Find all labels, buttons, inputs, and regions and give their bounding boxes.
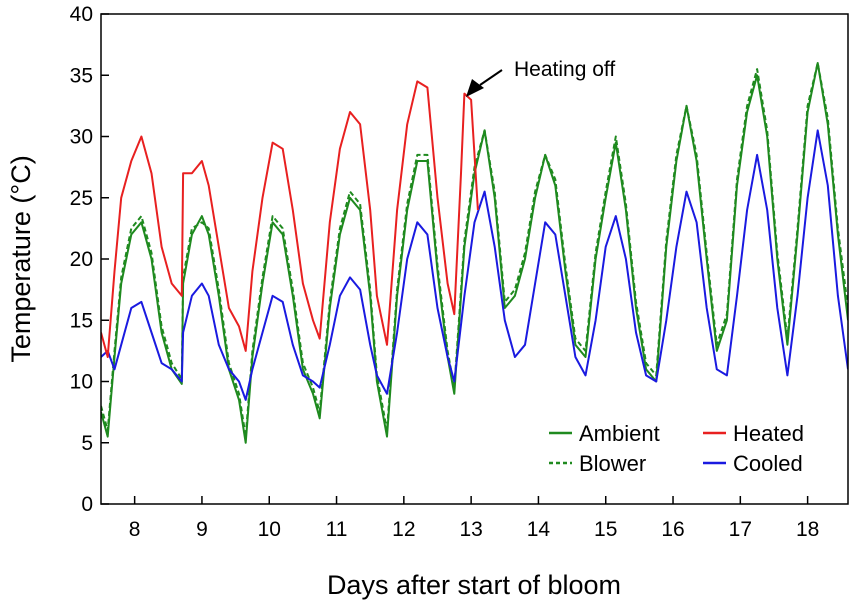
x-tick-label-10: 10 xyxy=(258,518,281,541)
series-line-heated xyxy=(101,80,479,358)
annotation-label: Heating off xyxy=(514,58,615,81)
x-tick-label-17: 17 xyxy=(729,518,752,541)
legend-item-heated: Heated xyxy=(703,421,804,446)
y-tick-label-10: 10 xyxy=(70,371,93,394)
legend-item-cooled: Cooled xyxy=(703,451,803,476)
y-tick-label-20: 20 xyxy=(70,248,93,271)
y-tick-label-0: 0 xyxy=(81,493,93,516)
x-tick-label-11: 11 xyxy=(326,518,348,541)
x-tick-label-8: 8 xyxy=(129,518,141,541)
y-tick-label-30: 30 xyxy=(70,126,93,149)
x-axis-title: Days after start of bloom xyxy=(327,570,621,600)
x-tick-label-13: 13 xyxy=(459,518,482,541)
annotation-arrow-head xyxy=(466,79,484,97)
series-layer xyxy=(101,62,848,444)
heating-off-annotation: Heating off xyxy=(466,58,615,97)
y-tick-label-35: 35 xyxy=(70,64,93,87)
x-axis: 8 9 10 11 12 13 14 15 16 17 18 xyxy=(129,496,819,541)
x-tick-label-12: 12 xyxy=(392,518,415,541)
y-tick-label-15: 15 xyxy=(70,309,93,332)
legend-label-ambient: Ambient xyxy=(579,421,660,446)
series-line-blower xyxy=(101,62,848,438)
legend-label-blower: Blower xyxy=(579,451,646,476)
y-axis: 0 5 10 15 20 25 30 35 40 xyxy=(70,3,109,516)
legend-label-cooled: Cooled xyxy=(733,451,803,476)
x-tick-label-9: 9 xyxy=(196,518,208,541)
legend-item-ambient: Ambient xyxy=(549,421,660,446)
series-line-cooled xyxy=(101,129,848,401)
y-tick-label-25: 25 xyxy=(70,187,93,210)
x-tick-label-14: 14 xyxy=(527,518,551,541)
legend: Ambient Blower Heated Cooled xyxy=(549,421,804,476)
y-axis-title: Temperature (°C) xyxy=(6,155,36,362)
y-tick-label-5: 5 xyxy=(81,432,93,455)
x-tick-label-16: 16 xyxy=(661,518,684,541)
annotation-arrow-line xyxy=(479,69,503,86)
legend-item-blower: Blower xyxy=(549,451,646,476)
x-tick-label-18: 18 xyxy=(796,518,819,541)
legend-label-heated: Heated xyxy=(733,421,804,446)
x-tick-label-15: 15 xyxy=(594,518,617,541)
y-tick-label-40: 40 xyxy=(70,3,93,26)
